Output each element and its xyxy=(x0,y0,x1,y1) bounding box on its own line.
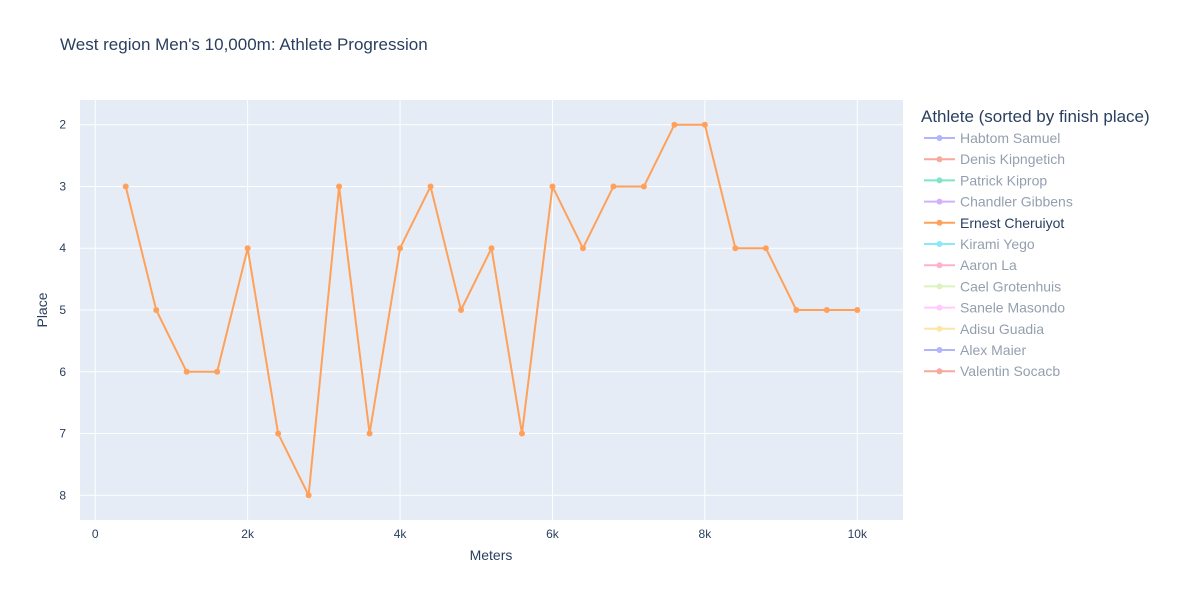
legend-item[interactable]: Chandler Gibbens xyxy=(924,194,1073,210)
chart-title: West region Men's 10,000m: Athlete Progr… xyxy=(60,35,428,54)
data-point xyxy=(458,307,465,313)
legend-label: Habtom Samuel xyxy=(960,130,1060,146)
data-point xyxy=(671,121,678,128)
legend-swatch-marker xyxy=(936,304,943,311)
data-point xyxy=(427,183,434,190)
legend-title: Athlete (sorted by finish place) xyxy=(921,107,1150,126)
data-point xyxy=(579,245,586,252)
legend-label: Aaron La xyxy=(960,257,1017,273)
data-point xyxy=(305,492,312,499)
legend-item[interactable]: Denis Kipngetich xyxy=(924,151,1065,167)
series-layer xyxy=(122,121,861,499)
legend-item[interactable]: Aaron La xyxy=(924,257,1017,273)
legend-swatch-marker xyxy=(936,283,943,290)
x-tick-label: 0 xyxy=(92,527,99,541)
x-tick-label: 6k xyxy=(546,527,560,541)
data-point xyxy=(488,245,495,252)
legend-label: Cael Grotenhuis xyxy=(960,278,1061,294)
legend-label: Adisu Guadia xyxy=(960,321,1044,337)
legend-item[interactable]: Adisu Guadia xyxy=(924,321,1044,337)
data-point xyxy=(610,183,617,190)
legend-label: Patrick Kiprop xyxy=(960,172,1047,188)
legend-swatch-marker xyxy=(936,325,943,332)
data-point xyxy=(153,307,160,313)
data-point xyxy=(336,183,343,190)
legend-item[interactable]: Cael Grotenhuis xyxy=(924,278,1061,294)
data-point xyxy=(549,183,556,190)
legend-swatch-marker xyxy=(936,177,943,184)
legend-item[interactable]: Habtom Samuel xyxy=(924,130,1060,146)
data-point xyxy=(518,430,525,437)
legend-label: Chandler Gibbens xyxy=(960,194,1073,210)
y-tick-label: 2 xyxy=(59,118,66,132)
legend-swatch-marker xyxy=(936,241,943,247)
series-ernest-cheruiyot xyxy=(122,121,861,499)
legend-swatch-marker xyxy=(936,347,943,353)
data-point xyxy=(640,183,647,190)
legend-label: Ernest Cheruiyot xyxy=(960,215,1064,231)
legend-label: Denis Kipngetich xyxy=(960,151,1065,167)
data-point xyxy=(122,183,129,190)
gridlines xyxy=(80,100,903,520)
legend-swatch-marker xyxy=(936,135,943,141)
legend-item[interactable]: Valentin Socacb xyxy=(924,363,1060,379)
legend-swatch-marker xyxy=(936,198,943,205)
x-tick-label: 4k xyxy=(394,527,408,541)
legend-item[interactable]: Sanele Masondo xyxy=(924,300,1065,316)
data-point xyxy=(793,307,800,313)
x-axis-title: Meters xyxy=(470,547,513,563)
legend-item[interactable]: Patrick Kiprop xyxy=(924,172,1047,188)
x-tick-label: 2k xyxy=(241,527,255,541)
y-axis-title: Place xyxy=(34,292,50,327)
legend-label: Sanele Masondo xyxy=(960,300,1065,316)
data-point xyxy=(183,368,190,375)
data-point xyxy=(366,430,373,437)
legend-swatch-marker xyxy=(936,262,943,269)
data-point xyxy=(397,245,404,252)
x-axis-ticks: 0 2k 4k 6k 8k 10k xyxy=(92,527,868,541)
x-tick-label: 10k xyxy=(848,527,868,541)
data-point xyxy=(762,245,769,252)
y-tick-label: 4 xyxy=(59,241,66,255)
y-tick-label: 7 xyxy=(59,427,66,441)
data-point xyxy=(214,368,221,375)
legend-item[interactable]: Ernest Cheruiyot xyxy=(924,215,1064,231)
legend-label: Kirami Yego xyxy=(960,236,1035,252)
legend-swatch-marker xyxy=(936,219,943,226)
legend-item[interactable]: Kirami Yego xyxy=(924,236,1035,252)
legend: Athlete (sorted by finish place) Habtom … xyxy=(921,107,1150,379)
legend-swatch-marker xyxy=(936,156,943,163)
data-point xyxy=(275,430,282,437)
y-tick-label: 5 xyxy=(59,303,66,317)
data-point xyxy=(823,307,830,313)
legend-label: Valentin Socacb xyxy=(960,363,1060,379)
legend-label: Alex Maier xyxy=(960,342,1026,358)
data-point xyxy=(854,307,861,313)
y-axis-ticks: 2 3 4 5 6 7 8 xyxy=(59,118,66,503)
data-point xyxy=(244,245,251,252)
legend-swatch-marker xyxy=(936,368,943,375)
x-tick-label: 8k xyxy=(699,527,713,541)
y-tick-label: 6 xyxy=(59,365,66,379)
data-point xyxy=(732,245,739,252)
data-point xyxy=(701,121,708,128)
y-tick-label: 8 xyxy=(59,488,66,502)
legend-item[interactable]: Alex Maier xyxy=(924,342,1026,358)
y-tick-label: 3 xyxy=(59,179,66,193)
